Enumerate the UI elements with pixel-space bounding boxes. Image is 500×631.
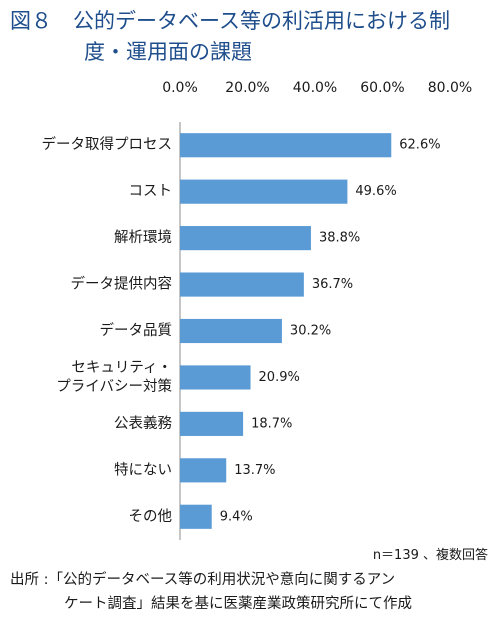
category-label: データ取得プロセス bbox=[42, 135, 173, 153]
data-label: 13.7% bbox=[234, 463, 275, 478]
category-label: データ品質 bbox=[100, 321, 173, 339]
data-label: 20.9% bbox=[259, 370, 300, 385]
x-tick-label: 0.0% bbox=[162, 80, 198, 96]
x-tick-label: 80.0% bbox=[428, 80, 472, 96]
category-label-line: セキュリティ・ bbox=[71, 360, 172, 376]
data-label: 30.2% bbox=[290, 324, 331, 339]
category-label: 解析環境 bbox=[114, 228, 172, 246]
x-tick-label: 60.0% bbox=[360, 80, 404, 96]
chart-title-line-2: 度・運用面の課題 bbox=[84, 40, 252, 64]
bar-chart: 0.0% 20.0% 40.0% 60.0% 80.0% データ取得プロセス 62.6% コス… bbox=[42, 80, 472, 540]
category-label-line: コスト bbox=[129, 184, 173, 200]
source-line-1: 出所 :「公的データベース等の利用状況や意向に関するアン bbox=[10, 572, 396, 588]
bar bbox=[180, 179, 348, 204]
category-label-line: 解析環境 bbox=[114, 228, 172, 246]
x-tick-label: 20.0% bbox=[225, 80, 269, 96]
category-label: コスト bbox=[129, 184, 173, 200]
category-label: セキュリティ・プライバシー対策 bbox=[56, 360, 172, 395]
bar bbox=[180, 133, 392, 158]
bar bbox=[180, 272, 304, 297]
category-label-line: プライバシー対策 bbox=[56, 378, 172, 395]
data-label: 18.7% bbox=[251, 416, 292, 431]
bar bbox=[180, 318, 282, 344]
category-label: 公表義務 bbox=[114, 415, 172, 432]
category-label-line: 特にない bbox=[114, 461, 172, 478]
category-label: データ提供内容 bbox=[71, 275, 173, 293]
bar bbox=[180, 458, 227, 483]
chart-title-line-1: 図８ 公的データベース等の利活用における制 bbox=[10, 9, 450, 33]
source-note: 出所 :「公的データベース等の利用状況や意向に関するアン ケート調査」結果を基に… bbox=[10, 568, 495, 616]
category-label-line: 公表義務 bbox=[114, 415, 172, 432]
data-label: 36.7% bbox=[312, 277, 353, 292]
x-tick-label: 40.0% bbox=[293, 80, 337, 96]
bar bbox=[180, 504, 212, 529]
sample-size-note: n＝139 、複数回答 bbox=[372, 548, 488, 563]
category-label: 特にない bbox=[114, 461, 172, 478]
data-label: 62.6% bbox=[399, 138, 440, 153]
bar bbox=[180, 226, 311, 251]
data-label: 38.8% bbox=[319, 231, 360, 246]
category-label-line: データ品質 bbox=[100, 321, 173, 339]
data-label: 9.4% bbox=[220, 509, 253, 524]
bar bbox=[180, 411, 244, 436]
data-label: 49.6% bbox=[355, 184, 396, 199]
category-label-line: データ提供内容 bbox=[71, 275, 173, 293]
source-line-2: ケート調査」結果を基に医薬産業政策研究所にて作成 bbox=[64, 596, 412, 612]
category-label-line: その他 bbox=[129, 508, 173, 525]
chart-title: 図８ 公的データベース等の利活用における制 度・運用面の課題 bbox=[10, 6, 495, 68]
category-label: その他 bbox=[129, 508, 173, 525]
bar bbox=[180, 365, 251, 390]
category-label-line: データ取得プロセス bbox=[42, 135, 173, 153]
